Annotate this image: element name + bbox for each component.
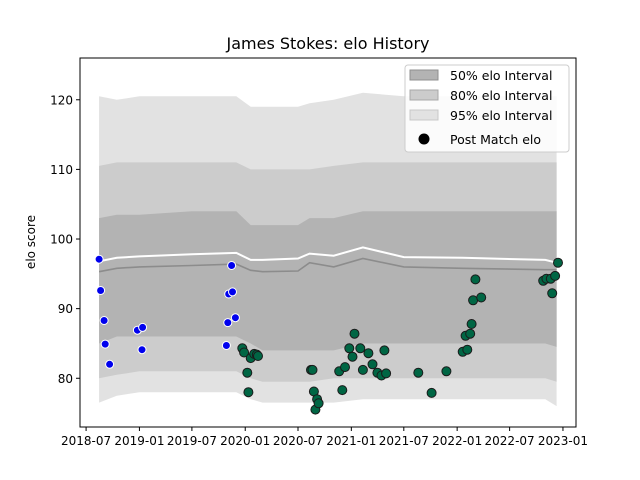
post-match-point xyxy=(337,385,348,396)
post-match-point xyxy=(363,348,374,359)
post-match-point xyxy=(105,359,115,369)
x-tick-label: 2020-07 xyxy=(273,434,323,448)
band-50-area xyxy=(99,211,557,351)
post-match-point xyxy=(462,344,473,355)
legend-box xyxy=(404,64,570,153)
legend-swatch-80 xyxy=(409,89,439,101)
post-match-point xyxy=(340,362,350,373)
post-match-point xyxy=(476,292,487,303)
post-match-point xyxy=(381,368,392,379)
x-tick-label: 2023-01 xyxy=(538,434,588,448)
x-tick-label: 2019-07 xyxy=(167,434,217,448)
post-match-point xyxy=(221,341,231,350)
post-match-point xyxy=(138,322,148,332)
post-match-point xyxy=(466,319,477,329)
post-match-points xyxy=(94,254,563,415)
post-match-point xyxy=(550,270,561,281)
y-tick-label: 80 xyxy=(58,372,73,386)
y-tick-label: 110 xyxy=(50,163,73,177)
x-tick-label: 2022-07 xyxy=(485,434,535,448)
legend-label-95: 95% elo Interval xyxy=(450,108,552,123)
x-tick-label: 2021-01 xyxy=(326,434,376,448)
legend-marker-points xyxy=(418,133,430,145)
y-tick-label: 100 xyxy=(50,233,73,247)
post-match-point xyxy=(344,343,355,354)
post-match-point xyxy=(313,398,324,409)
interval-bands xyxy=(99,92,557,407)
post-match-point xyxy=(379,345,390,356)
legend-label-80: 80% elo Interval xyxy=(450,88,552,103)
post-match-point xyxy=(349,328,360,339)
post-match-point xyxy=(470,274,481,285)
post-match-point xyxy=(99,316,109,325)
post-match-point xyxy=(357,364,368,375)
post-match-point xyxy=(307,364,318,375)
y-axis-ticks: 80 90 100 110 120 xyxy=(50,93,80,386)
legend: 50% elo Interval 80% elo Interval 95% el… xyxy=(404,64,570,153)
x-axis-ticks: 2018-07 2019-01 2019-07 2020-01 2020-07 2021-… xyxy=(61,427,588,448)
post-match-point xyxy=(230,313,240,323)
x-tick-label: 2020-01 xyxy=(220,434,270,448)
post-match-point xyxy=(223,318,233,328)
x-tick-label: 2018-07 xyxy=(61,434,111,448)
post-match-point xyxy=(239,347,250,358)
legend-swatch-50 xyxy=(409,69,439,81)
y-axis-label: elo score xyxy=(24,215,38,269)
post-match-point xyxy=(465,328,476,339)
post-match-point xyxy=(367,359,378,370)
y-tick-label: 90 xyxy=(58,302,73,316)
chart-title: James Stokes: elo History xyxy=(225,34,429,53)
post-match-point xyxy=(100,339,110,349)
post-match-point xyxy=(137,345,147,355)
post-match-point xyxy=(426,387,437,398)
post-match-point xyxy=(547,288,558,299)
mean-line xyxy=(98,257,557,273)
legend-label-points: Post Match elo xyxy=(450,132,541,147)
median-line xyxy=(98,246,557,264)
y-tick-label: 120 xyxy=(50,93,73,107)
post-match-point xyxy=(347,351,358,362)
post-match-point xyxy=(96,286,106,295)
post-match-point xyxy=(228,287,237,297)
post-match-point xyxy=(227,261,237,270)
legend-label-50: 50% elo Interval xyxy=(450,68,552,83)
plot-frame xyxy=(79,57,577,428)
x-tick-label: 2022-01 xyxy=(432,434,482,448)
post-match-point xyxy=(413,367,424,378)
post-match-point xyxy=(253,351,263,361)
post-match-point xyxy=(243,387,254,398)
x-tick-label: 2021-07 xyxy=(379,434,429,448)
post-match-point xyxy=(441,366,452,377)
trend-lines xyxy=(98,246,557,273)
post-match-point xyxy=(553,257,563,268)
post-match-point xyxy=(94,254,104,264)
legend-swatch-95 xyxy=(409,109,439,121)
post-match-point xyxy=(242,367,253,378)
post-match-point xyxy=(355,343,366,354)
x-tick-label: 2019-01 xyxy=(114,434,164,448)
